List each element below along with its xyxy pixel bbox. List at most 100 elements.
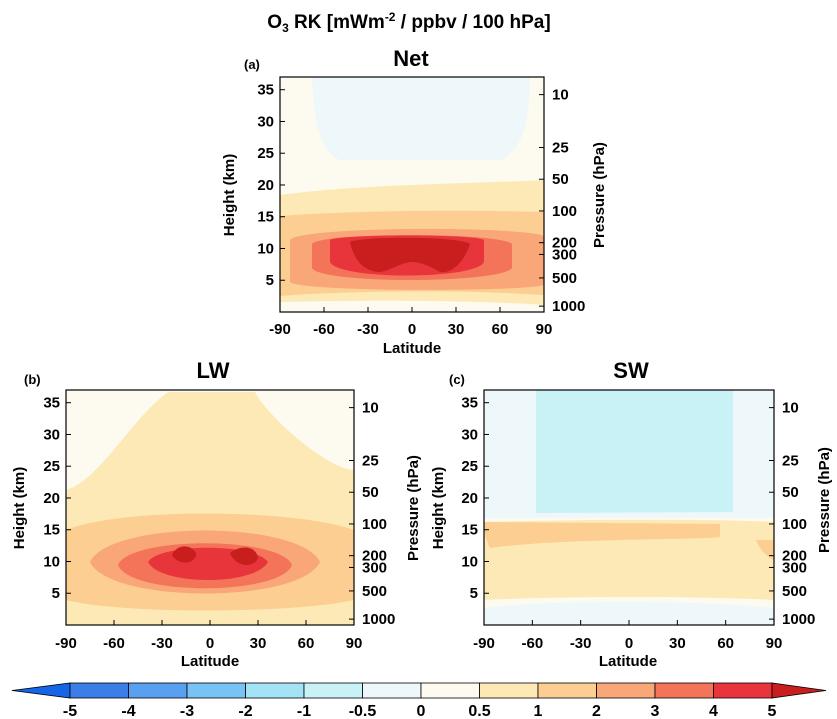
y-axis-label: Height (km)	[430, 467, 447, 550]
y-axis-label: Height (km)	[11, 467, 28, 550]
y-tick-label: 5	[52, 585, 60, 602]
y2-tick-label: 1000	[362, 611, 395, 628]
panel-label: (c)	[449, 372, 465, 387]
colorbar-label: -5	[63, 703, 77, 719]
colorbar-label: 2	[592, 703, 601, 719]
colorbar-arrow-high	[771, 682, 827, 699]
x-tick-label: -60	[521, 635, 543, 652]
x-tick-label: 30	[250, 635, 267, 652]
x-axis-label: Latitude	[181, 653, 239, 670]
x-tick-label: 0	[408, 321, 416, 338]
colorbar-segment	[69, 682, 129, 699]
y2-tick-label: 200	[362, 548, 387, 565]
panel-lw: (b) LW -90 -60 -30 0 30 60 90 5 10 15 20 25 30 35 10 25…	[11, 358, 422, 670]
y2-tick-label: 500	[362, 583, 387, 600]
colorbar-label: 0.5	[468, 703, 490, 719]
y2-tick-label: 10	[782, 400, 799, 417]
colorbar-label: -4	[121, 703, 135, 719]
x-tick-label: 60	[717, 635, 734, 652]
y-tick-label: 5	[266, 272, 274, 289]
y-axis-label: Height (km)	[221, 154, 238, 237]
x-tick-label: -30	[570, 635, 592, 652]
y-tick-label: 15	[461, 522, 478, 539]
x-tick-label: -30	[151, 635, 173, 652]
colorbar-label: -2	[238, 703, 252, 719]
y-tick-label: 10	[257, 240, 274, 257]
y2-tick-label: 200	[782, 548, 807, 565]
axes: -90 -60 -30 0 30 60 90 5 10 15 20 25 30 35 10 25 50 100 20…	[257, 82, 585, 338]
x-tick-label: -60	[313, 321, 335, 338]
axes: -90 -60 -30 0 30 60 90 5 10 15 20 25 30 35 10 25 50 100 20…	[43, 395, 395, 652]
x-tick-label: 60	[492, 321, 509, 338]
y2-tick-label: 300	[782, 559, 807, 576]
colorbar-label: -0.5	[349, 703, 377, 719]
y-tick-label: 30	[257, 113, 274, 130]
y2-tick-label: 300	[552, 246, 577, 263]
axes: -90 -60 -30 0 30 60 90 5 10 15 20 25 30 35 10 25 50 100 20…	[461, 395, 815, 652]
colorbar-segment	[186, 682, 246, 699]
x-tick-label: 90	[346, 635, 363, 652]
colorbar-label: 4	[709, 703, 718, 719]
y2-tick-label: 100	[552, 203, 577, 220]
colorbar-segment	[128, 682, 188, 699]
y-tick-label: 25	[461, 458, 478, 475]
y-tick-label: 10	[43, 553, 60, 570]
panel-title: SW	[613, 358, 649, 383]
panel-label: (a)	[244, 57, 260, 72]
y2-tick-label: 500	[782, 583, 807, 600]
panel-net: (a) Net -90 -60 -30 0 30 60 90 5 10 15 20 25 30 35 10 2…	[221, 46, 608, 357]
colorbar-label: 3	[651, 703, 660, 719]
plot-area	[279, 76, 545, 313]
colorbar-label: -3	[180, 703, 194, 719]
y-tick-label: 5	[470, 585, 478, 602]
x-tick-label: 60	[298, 635, 315, 652]
y2-tick-label: 25	[362, 453, 379, 470]
x-axis-label: Latitude	[599, 653, 657, 670]
y-tick-label: 20	[257, 177, 274, 194]
y2-tick-label: 50	[782, 484, 799, 501]
y-tick-label: 35	[461, 395, 478, 412]
y2-tick-label: 300	[362, 559, 387, 576]
colorbar-segment	[420, 682, 480, 699]
x-tick-label: 0	[625, 635, 633, 652]
colorbar-segment	[654, 682, 714, 699]
colorbar-segment	[479, 682, 539, 699]
colorbar-segment	[596, 682, 656, 699]
y2-tick-label: 500	[552, 270, 577, 287]
y-tick-label: 25	[43, 458, 60, 475]
y-tick-label: 25	[257, 145, 274, 162]
y2-tick-label: 1000	[782, 611, 815, 628]
panel-title: Net	[393, 46, 429, 71]
y-tick-label: 10	[461, 553, 478, 570]
y-tick-label: 15	[43, 522, 60, 539]
y2-tick-label: 25	[552, 140, 569, 157]
x-tick-label: 30	[669, 635, 686, 652]
colorbar-segment	[362, 682, 422, 699]
y2-axis-label: Pressure (hPa)	[816, 447, 833, 553]
panel-sw: (c) SW -90 -60 -30 0 30 60 90 5 10 15 20 25 30 35 10 25…	[430, 358, 833, 670]
y-tick-label: 20	[43, 490, 60, 507]
colorbar-segment	[537, 682, 597, 699]
colorbar-label: 0	[417, 703, 426, 719]
colorbar-label: -1	[297, 703, 311, 719]
y2-tick-label: 50	[552, 171, 569, 188]
x-tick-label: -90	[55, 635, 77, 652]
y2-tick-label: 10	[552, 87, 569, 104]
y-tick-label: 30	[461, 426, 478, 443]
y2-tick-label: 50	[362, 484, 379, 501]
y-tick-label: 15	[257, 209, 274, 226]
y2-tick-label: 100	[782, 516, 807, 533]
y2-tick-label: 100	[362, 516, 387, 533]
x-tick-label: 30	[448, 321, 465, 338]
colorbar-segment	[245, 682, 305, 699]
x-axis-label: Latitude	[383, 340, 441, 357]
x-tick-label: -90	[269, 321, 291, 338]
colorbar-label: 1	[534, 703, 543, 719]
y-tick-label: 20	[461, 490, 478, 507]
y-tick-label: 35	[257, 82, 274, 99]
x-tick-label: 90	[766, 635, 783, 652]
y2-tick-label: 1000	[552, 298, 585, 315]
y2-tick-label: 10	[362, 400, 379, 417]
plot-area	[483, 389, 775, 626]
